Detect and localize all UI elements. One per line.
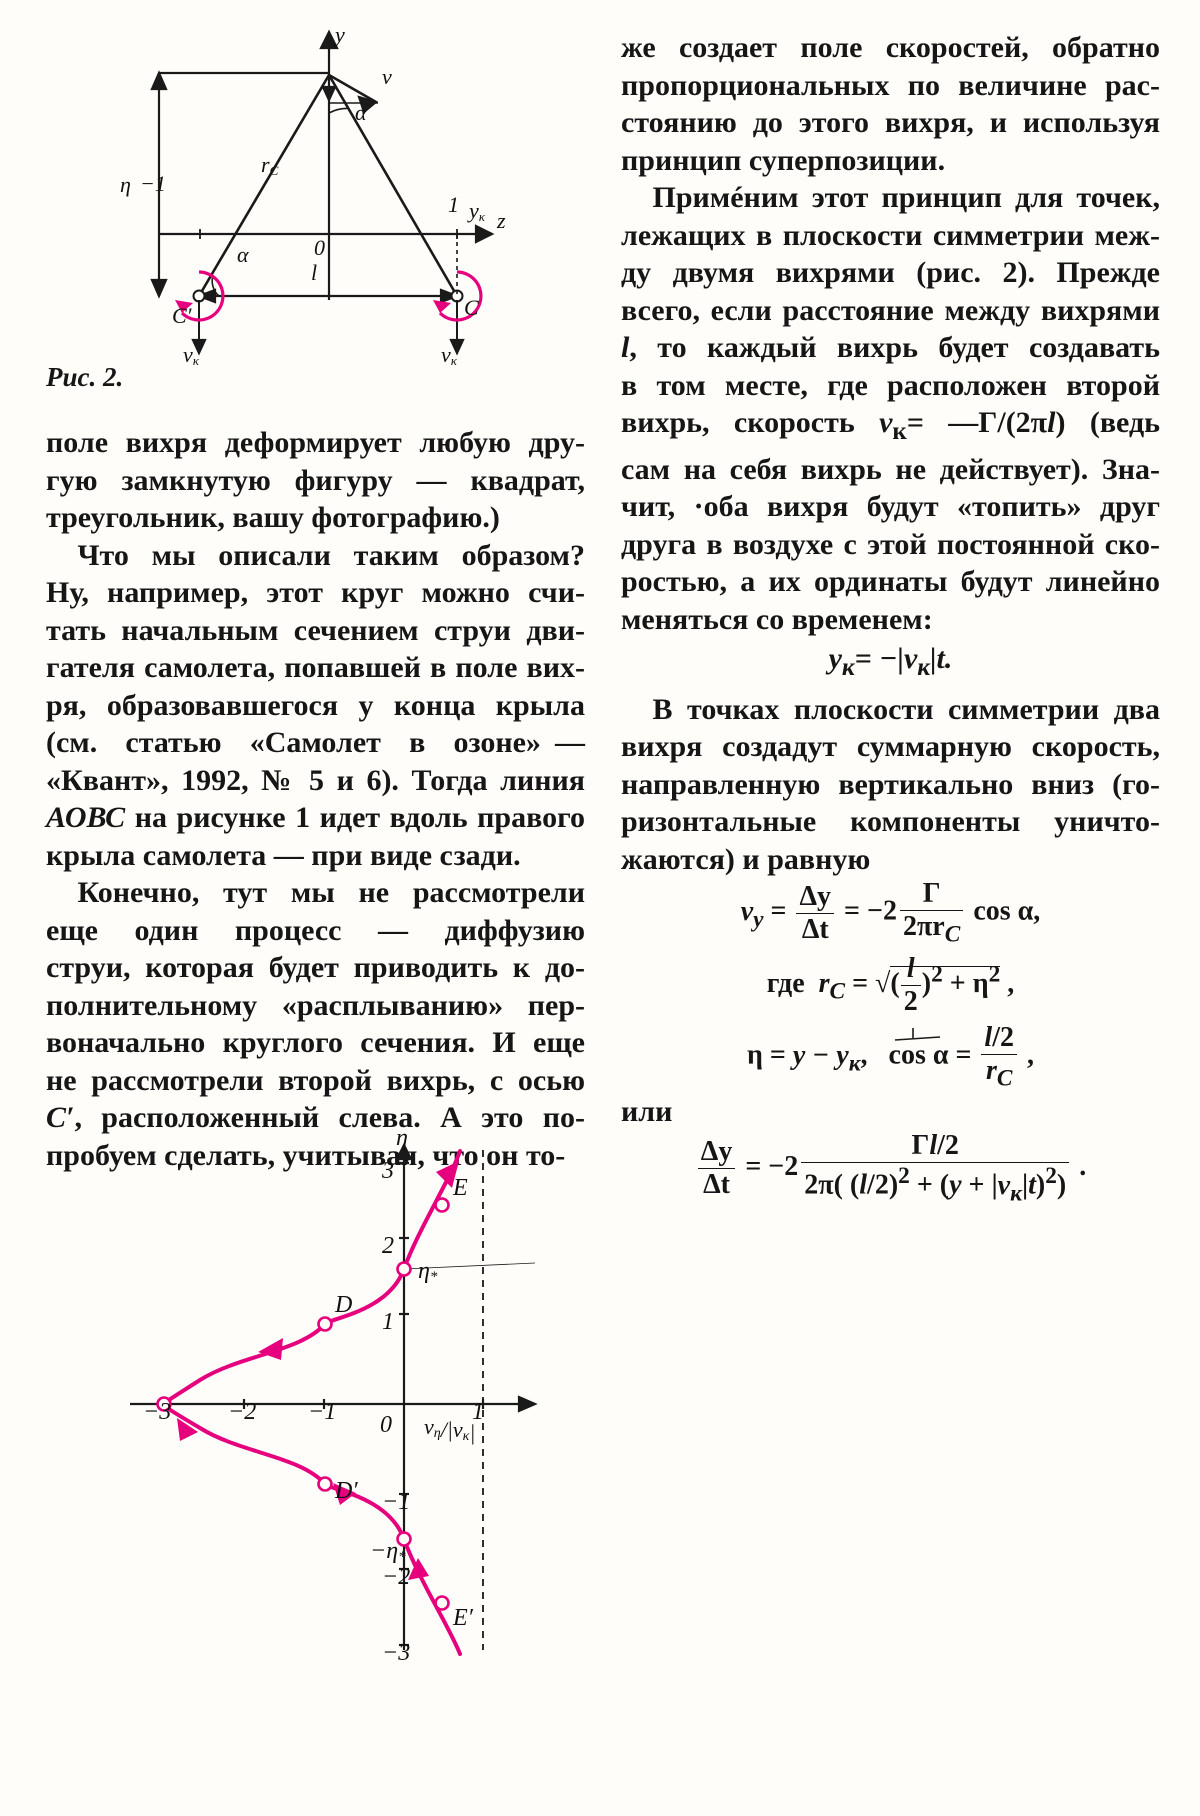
svg-text:yκ: yκ — [467, 198, 486, 224]
svg-text:D: D — [334, 1292, 352, 1318]
svg-text:v: v — [382, 64, 392, 89]
svg-text:η: η — [120, 172, 131, 197]
svg-text:−2: −2 — [228, 1399, 256, 1425]
svg-text:E′: E′ — [452, 1605, 474, 1631]
svg-text:l: l — [311, 260, 317, 285]
svg-text:α: α — [237, 242, 249, 267]
svg-text:vη/|vκ|: vη/|vκ| — [424, 1414, 475, 1445]
svg-text:α: α — [355, 100, 367, 125]
svg-text:0: 0 — [314, 235, 325, 260]
svg-text:rC: rC — [261, 152, 279, 178]
svg-text:1: 1 — [448, 192, 459, 217]
svg-text:2: 2 — [382, 1233, 394, 1259]
svg-text:−1: −1 — [140, 171, 166, 196]
svg-text:−1: −1 — [382, 1489, 410, 1515]
svg-text:z: z — [496, 208, 506, 233]
svg-text:y: y — [333, 22, 345, 47]
svg-text:D′: D′ — [334, 1478, 358, 1504]
svg-text:1: 1 — [382, 1309, 394, 1335]
svg-text:C: C — [464, 295, 479, 320]
svg-text:0: 0 — [380, 1412, 392, 1438]
svg-text:−3: −3 — [143, 1399, 171, 1425]
svg-text:3: 3 — [381, 1158, 394, 1184]
svg-text:E: E — [452, 1175, 468, 1201]
svg-text:−1: −1 — [308, 1399, 336, 1425]
svg-text:−2: −2 — [382, 1564, 410, 1590]
svg-text:η: η — [396, 1125, 408, 1151]
svg-text:η*: η* — [418, 1258, 438, 1285]
svg-text:−3: −3 — [382, 1640, 410, 1666]
svg-text:C′: C′ — [172, 303, 193, 328]
